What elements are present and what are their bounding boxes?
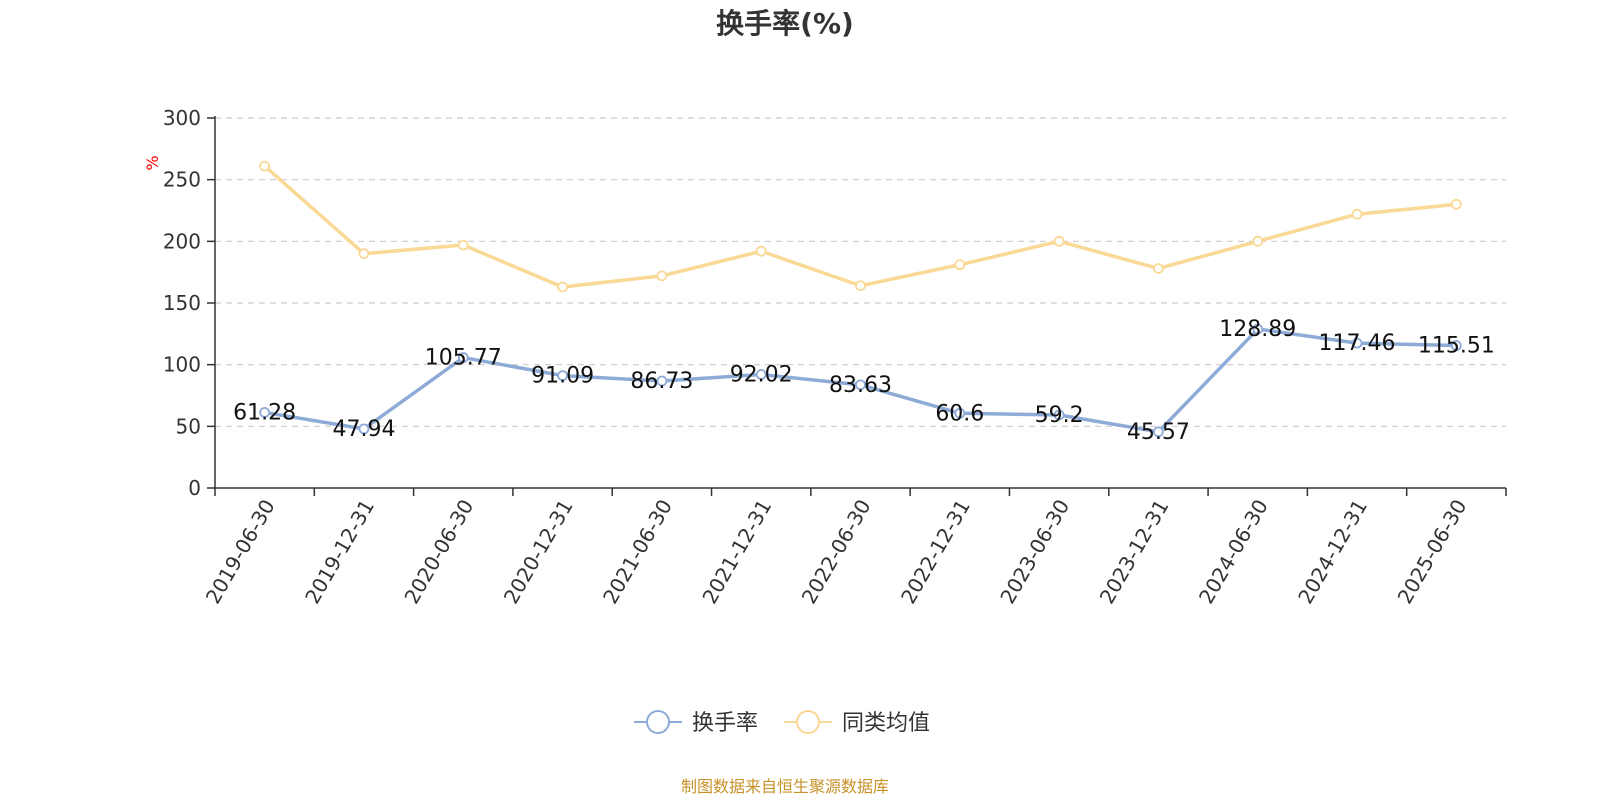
y-tick-label: 100 (163, 353, 201, 377)
data-label: 45.57 (1127, 420, 1190, 445)
source-note: 制图数据来自恒生聚源数据库 (681, 777, 889, 796)
x-tick-label: 2021-12-31 (697, 495, 776, 608)
data-label: 47.94 (332, 417, 395, 442)
legend-marker (646, 710, 670, 734)
chart-title: 换手率(%) (716, 7, 854, 40)
series-point-0[interactable] (1252, 323, 1264, 335)
data-label: 59.2 (1035, 403, 1084, 428)
series-point-1[interactable] (1252, 235, 1264, 247)
y-axis-unit: % (143, 155, 162, 170)
series-point-0[interactable] (1053, 409, 1065, 421)
data-label: 115.51 (1418, 334, 1495, 359)
y-tick-label: 0 (188, 476, 201, 500)
legend-item-1[interactable]: 同类均值 (784, 710, 930, 736)
x-tick-label: 2024-12-31 (1293, 495, 1372, 608)
y-tick-label: 250 (163, 168, 201, 192)
series-point-1[interactable] (1351, 208, 1363, 220)
series-point-1[interactable] (656, 270, 668, 282)
data-label: 128.89 (1219, 317, 1296, 342)
x-tick-label: 2022-12-31 (896, 495, 975, 608)
series-point-1[interactable] (457, 239, 469, 251)
x-tick-label: 2019-12-31 (300, 495, 379, 608)
series-point-0[interactable] (457, 352, 469, 363)
series-layer (259, 160, 1462, 438)
data-label: 86.73 (630, 369, 693, 394)
series-point-0[interactable] (358, 423, 370, 435)
series-point-0[interactable] (855, 379, 866, 391)
series-point-0[interactable] (1450, 340, 1462, 351)
series-point-0[interactable] (1351, 337, 1363, 349)
x-tick-label: 2020-12-31 (499, 495, 578, 608)
x-tick-label: 2023-12-31 (1095, 495, 1174, 608)
x-tick-label: 2022-06-30 (797, 495, 876, 608)
y-tick-label: 200 (163, 229, 201, 253)
y-tick-label: 50 (176, 414, 201, 438)
series-point-1[interactable] (1053, 235, 1065, 247)
data-label: 117.46 (1319, 331, 1396, 356)
x-tick-label: 2024-06-30 (1194, 495, 1273, 608)
data-label: 83.63 (829, 373, 892, 398)
x-tick-label: 2023-06-30 (995, 495, 1074, 608)
series-point-0[interactable] (755, 369, 767, 380)
data-label: 60.6 (935, 401, 984, 426)
series-point-1[interactable] (259, 160, 271, 172)
data-label: 91.09 (531, 364, 594, 389)
legend-marker (796, 710, 820, 734)
axes: 0 50 100 150 200 250 300 2019-06-30 2019-12-31 20… (163, 106, 1507, 608)
data-label: 105.77 (425, 346, 502, 371)
series-line-1 (263, 164, 1457, 289)
x-tick-label: 2021-06-30 (598, 495, 677, 608)
x-tick-label: 2020-06-30 (399, 495, 478, 608)
data-label: 61.28 (233, 400, 296, 425)
legend-label: 同类均值 (842, 711, 930, 736)
series-point-1[interactable] (755, 245, 767, 257)
series-point-0[interactable] (656, 375, 668, 387)
series-point-1[interactable] (855, 280, 866, 292)
series-point-0[interactable] (557, 370, 568, 382)
series-point-1[interactable] (1153, 263, 1164, 274)
series-point-1[interactable] (358, 248, 370, 260)
series-point-0[interactable] (954, 407, 966, 419)
data-label: 92.02 (730, 363, 793, 388)
series-point-1[interactable] (557, 281, 568, 293)
legend-label: 换手率 (692, 711, 758, 736)
legend[interactable]: 换手率 同类均值 (634, 710, 930, 736)
series-point-1[interactable] (1450, 198, 1462, 210)
series-point-0[interactable] (1153, 426, 1164, 438)
y-tick-label: 300 (163, 106, 201, 130)
x-tick-label: 2019-06-30 (201, 495, 280, 608)
y-tick-label: 150 (163, 291, 201, 315)
series-point-0[interactable] (259, 407, 271, 418)
legend-item-0[interactable]: 换手率 (634, 710, 758, 736)
data-labels: 61.28 47.94 105.77 91.09 86.73 92.02 83.63 60.6… (233, 317, 1495, 445)
x-tick-label: 2025-06-30 (1393, 495, 1472, 608)
series-point-1[interactable] (954, 259, 966, 271)
